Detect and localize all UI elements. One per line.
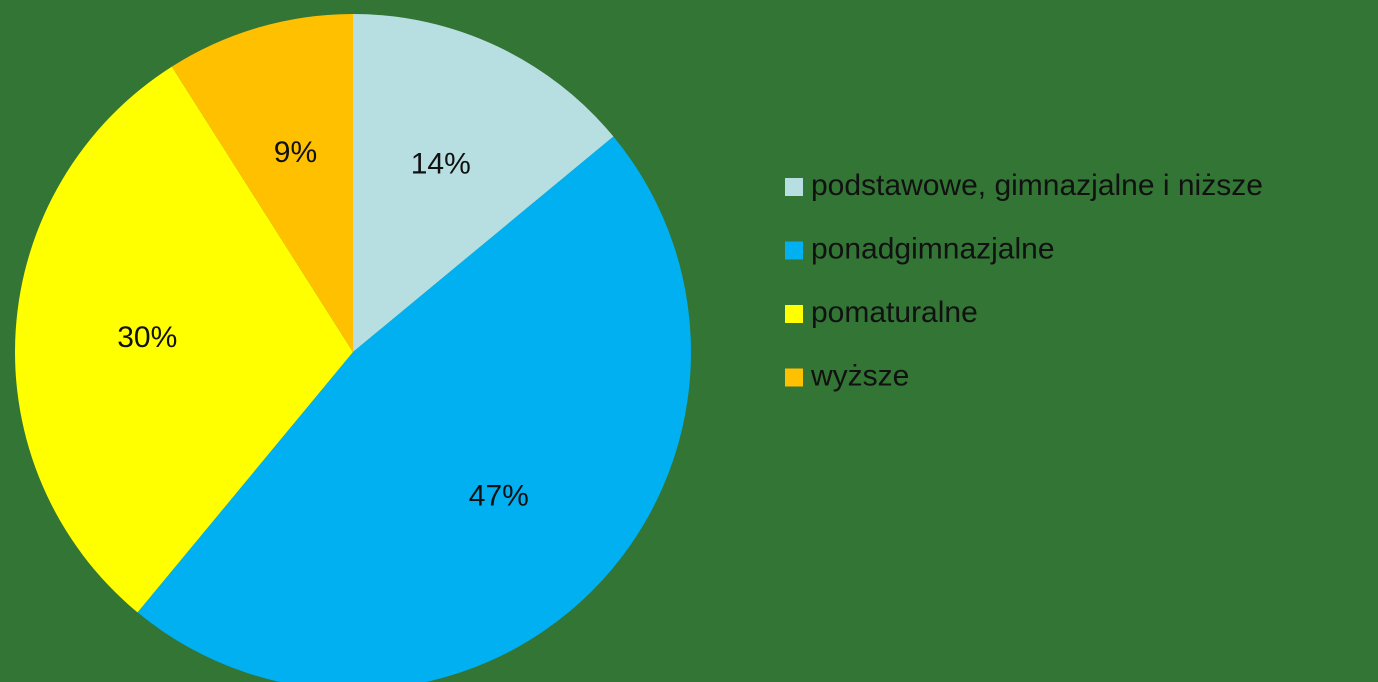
legend-label: podstawowe, gimnazjalne i niższe xyxy=(811,169,1263,202)
legend-label: wyższe xyxy=(810,359,909,392)
data-label: 30% xyxy=(117,321,177,354)
legend-swatch xyxy=(785,241,803,260)
legend-label: ponadgimnazjalne xyxy=(811,232,1055,265)
data-label: 9% xyxy=(274,136,317,169)
pie-slice xyxy=(14,66,354,613)
legend-swatch xyxy=(785,178,803,196)
legend-swatch xyxy=(785,305,803,323)
legend-label: pomaturalne xyxy=(811,296,978,329)
data-label: 14% xyxy=(411,147,471,180)
legend-swatch xyxy=(785,368,803,387)
pie-slice xyxy=(137,136,691,682)
pie-slice xyxy=(353,14,614,352)
data-label: 47% xyxy=(469,480,529,513)
pie-slice xyxy=(171,13,353,352)
